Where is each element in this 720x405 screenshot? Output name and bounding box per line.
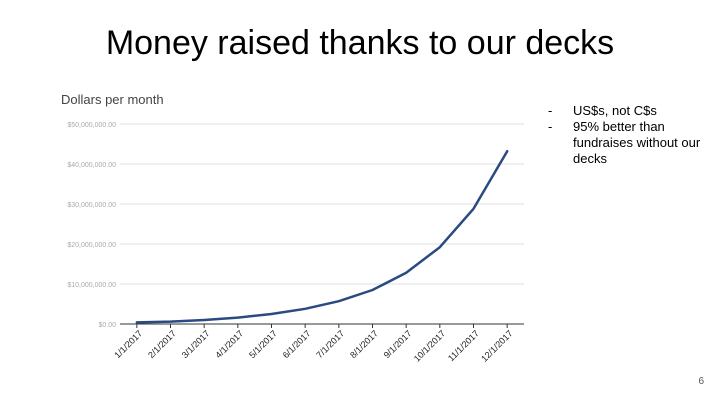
page-number: 6 (698, 376, 704, 387)
x-tick-label: 8/1/2017 (348, 328, 380, 360)
y-tick-label: $20,000,000.00 (67, 242, 116, 249)
x-tick-label: 9/1/2017 (382, 328, 414, 360)
y-tick-label: $30,000,000.00 (67, 202, 116, 209)
y-tick-label: $0.00 (98, 322, 116, 329)
note-bullet: - (548, 119, 553, 134)
x-tick-label: 12/1/2017 (479, 328, 514, 363)
note-text: US$s, not C$s (573, 103, 657, 118)
x-tick-label: 6/1/2017 (281, 328, 313, 360)
x-tick-label: 5/1/2017 (247, 328, 279, 360)
y-tick-label: $40,000,000.00 (67, 162, 116, 169)
y-tick-label: $50,000,000.00 (67, 122, 116, 129)
note-bullet: - (548, 103, 553, 118)
chart-title: Dollars per month (61, 92, 164, 107)
note-item: - US$s, not C$s (548, 103, 708, 119)
x-tick-label: 7/1/2017 (314, 328, 346, 360)
x-tick-label: 11/1/2017 (446, 328, 481, 363)
x-tick-label: 4/1/2017 (213, 328, 245, 360)
note-item: - 95% better than fundraises without our… (548, 119, 708, 167)
x-tick-label: 3/1/2017 (180, 328, 212, 360)
x-tick-label: 1/1/2017 (112, 328, 144, 360)
line-chart-svg: Dollars per month $0.00 $10,000,000.00 $20,… (61, 92, 524, 364)
chart: Dollars per month $0.00 $10,000,000.00 $20,… (52, 86, 532, 391)
note-text: 95% better than fundraises without our d… (573, 119, 701, 166)
x-tick-label: 10/1/2017 (412, 328, 447, 363)
series-line (135, 149, 509, 324)
x-tick-label: 2/1/2017 (146, 328, 178, 360)
notes-list: - US$s, not C$s - 95% better than fundra… (548, 103, 708, 167)
y-tick-label: $10,000,000.00 (67, 282, 116, 289)
slide-title: Money raised thanks to our decks (105, 24, 615, 62)
